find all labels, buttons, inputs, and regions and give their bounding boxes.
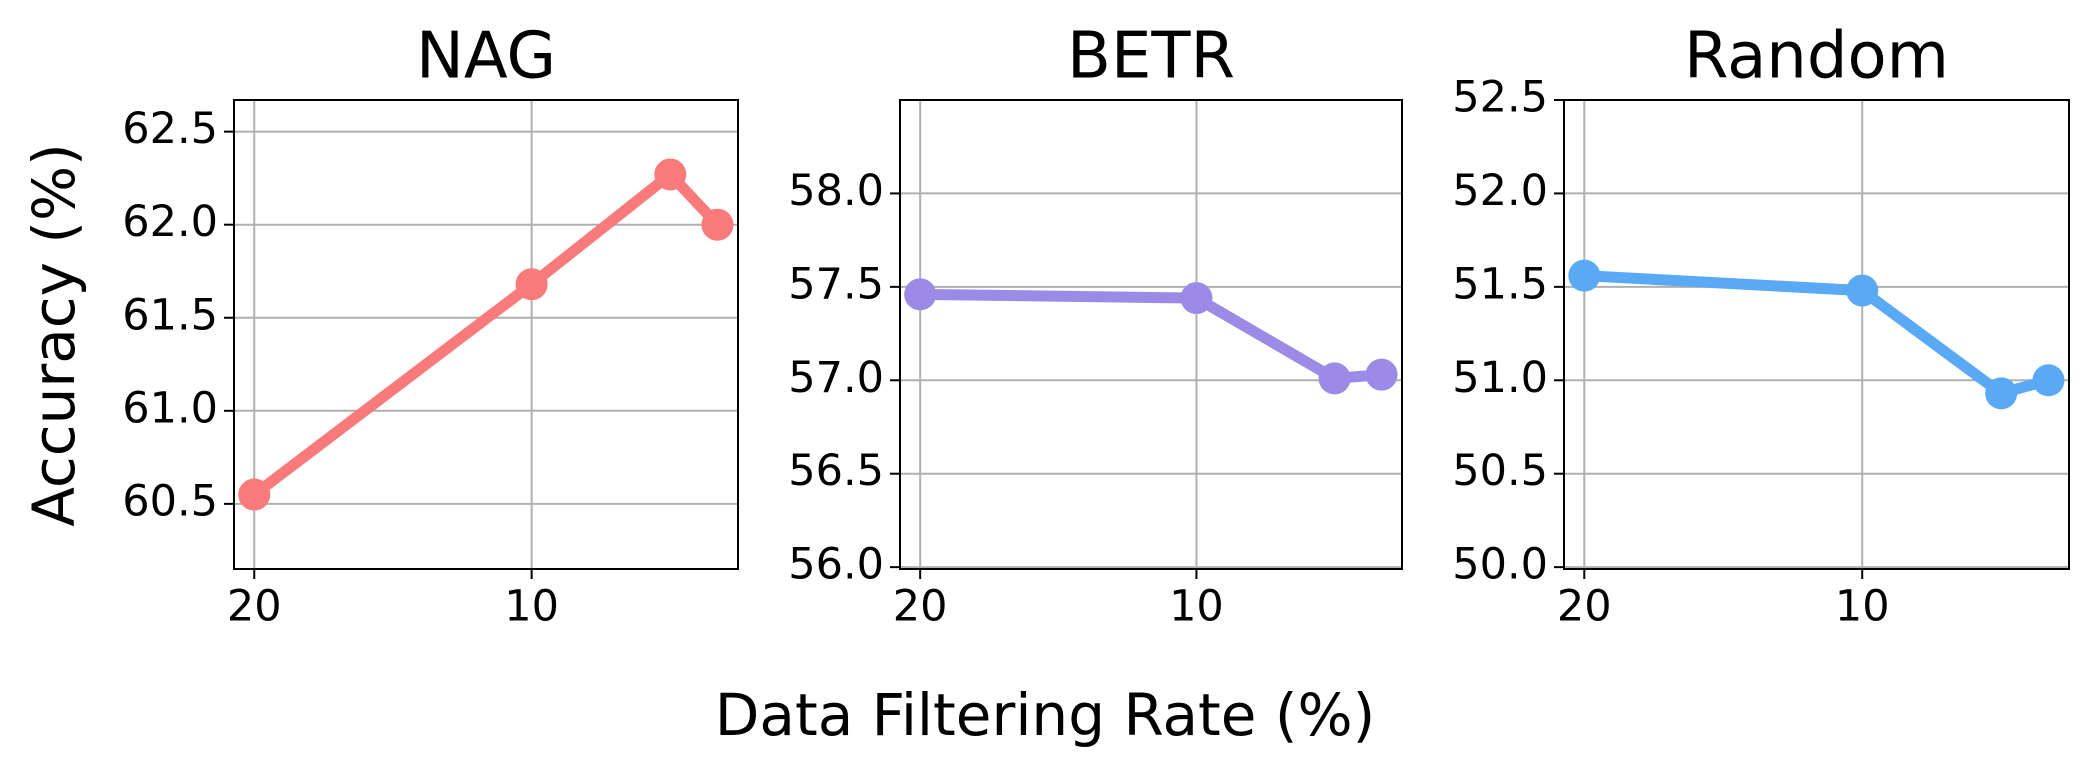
chart-title: NAG (416, 20, 556, 94)
y-tick-label: 57.0 (788, 353, 884, 403)
series-line (920, 288, 1382, 384)
y-tick-label: 58.0 (788, 166, 884, 216)
chart-title: BETR (1067, 20, 1235, 94)
plot-frame (899, 99, 1403, 570)
x-tick-label: 10 (1835, 582, 1890, 632)
data-point (654, 158, 687, 191)
data-point (904, 278, 937, 311)
y-tick-label: 57.5 (788, 259, 884, 309)
data-point (1846, 274, 1879, 307)
plot-frame (233, 99, 739, 570)
y-tick-label: 52.5 (1452, 73, 1548, 123)
series-line (1583, 270, 2050, 399)
data-point (1985, 377, 2018, 410)
y-tick-label: 62.5 (122, 104, 218, 154)
x-tick-label: 20 (227, 582, 282, 632)
y-tick-label: 51.0 (1452, 353, 1548, 403)
x-tick-label: 20 (893, 582, 948, 632)
data-point (1365, 358, 1398, 391)
data-point (701, 208, 734, 241)
y-tick-label: 51.5 (1452, 259, 1548, 309)
data-point (1568, 259, 1601, 292)
x-tick-label: 10 (504, 582, 559, 632)
y-tick-label: 56.5 (788, 446, 884, 496)
y-tick-label: 50.5 (1452, 446, 1548, 496)
x-tick-label: 10 (1169, 582, 1224, 632)
data-point (1180, 282, 1213, 315)
y-tick-label: 60.5 (122, 476, 218, 526)
series-line (250, 168, 722, 499)
data-point (515, 268, 548, 301)
x-axis-label: Data Filtering Rate (%) (715, 681, 1376, 749)
y-tick-label: 61.5 (122, 290, 218, 340)
y-tick-label: 61.0 (122, 383, 218, 433)
data-point (2032, 364, 2065, 397)
chart-title: Random (1684, 20, 1949, 94)
y-tick-label: 56.0 (788, 540, 884, 590)
y-axis-label: Accuracy (%) (20, 143, 88, 527)
plot-frame (1563, 99, 2070, 570)
x-tick-label: 20 (1557, 582, 1612, 632)
data-point (238, 478, 271, 511)
y-tick-label: 62.0 (122, 197, 218, 247)
y-tick-label: 52.0 (1452, 166, 1548, 216)
y-tick-label: 50.0 (1452, 540, 1548, 590)
data-point (1318, 362, 1351, 395)
